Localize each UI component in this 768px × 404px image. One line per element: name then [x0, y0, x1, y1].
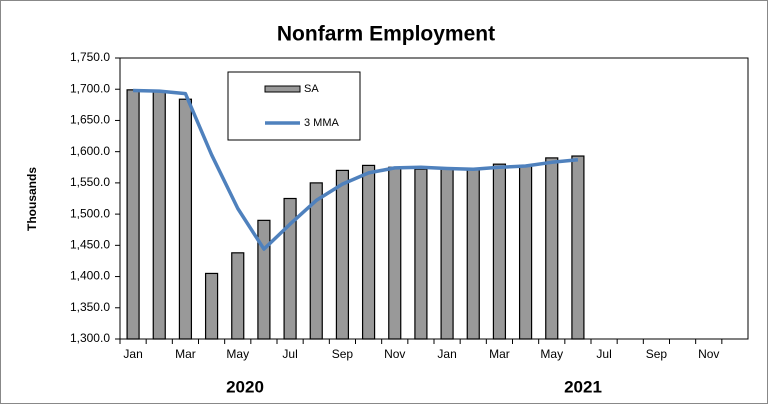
bar: [466, 168, 480, 340]
bar: [388, 166, 402, 340]
x-tick-label: Mar: [489, 347, 510, 361]
bar: [492, 163, 507, 340]
legend-label: 3 MMA: [304, 117, 340, 129]
y-tick-label: 1,700.0: [70, 81, 110, 95]
x-tick-label: Nov: [698, 347, 719, 361]
bar: [283, 197, 297, 340]
x-tick-label: Sep: [646, 347, 668, 361]
x-tick-label: Mar: [175, 347, 196, 361]
y-tick-label: 1,500.0: [70, 206, 110, 220]
y-tick-label: 1,400.0: [70, 269, 110, 283]
y-tick-label: 1,650.0: [70, 113, 110, 127]
year-label: 2021: [564, 377, 602, 396]
bar: [414, 168, 428, 340]
x-tick-label: May: [540, 347, 563, 361]
y-tick-label: 1,450.0: [70, 238, 110, 252]
legend-box: [227, 71, 361, 141]
bar: [231, 252, 245, 340]
bar: [361, 164, 376, 340]
y-tick-label: 1,350.0: [70, 300, 110, 314]
bar: [152, 90, 166, 340]
y-axis-label: Thousands: [25, 167, 39, 231]
bar: [126, 89, 140, 340]
x-tick-label: Nov: [384, 347, 405, 361]
bar: [440, 168, 454, 340]
chart-title: Nonfarm Employment: [277, 23, 495, 46]
bar: [257, 219, 271, 340]
bar: [309, 182, 323, 340]
bar: [545, 157, 559, 340]
y-tick-label: 1,300.0: [70, 331, 110, 345]
bar: [518, 164, 533, 340]
x-tick-label: May: [226, 347, 249, 361]
bar: [204, 272, 219, 340]
line: [133, 88, 579, 251]
legend-label: SA: [304, 83, 319, 95]
y-tick-label: 1,550.0: [70, 175, 110, 189]
year-label: 2020: [226, 377, 264, 396]
y-tick-label: 1,750.0: [70, 50, 110, 64]
x-tick-label: Jul: [282, 347, 297, 361]
bar: [335, 169, 350, 340]
x-tick-label: Jan: [123, 347, 142, 361]
x-tick-label: Sep: [332, 347, 354, 361]
y-tick-label: 1,600.0: [70, 144, 110, 158]
x-tick-label: Jul: [596, 347, 611, 361]
bar: [571, 155, 585, 340]
x-tick-label: Jan: [437, 347, 456, 361]
bar: [178, 98, 193, 340]
legend-swatch: [264, 85, 301, 93]
